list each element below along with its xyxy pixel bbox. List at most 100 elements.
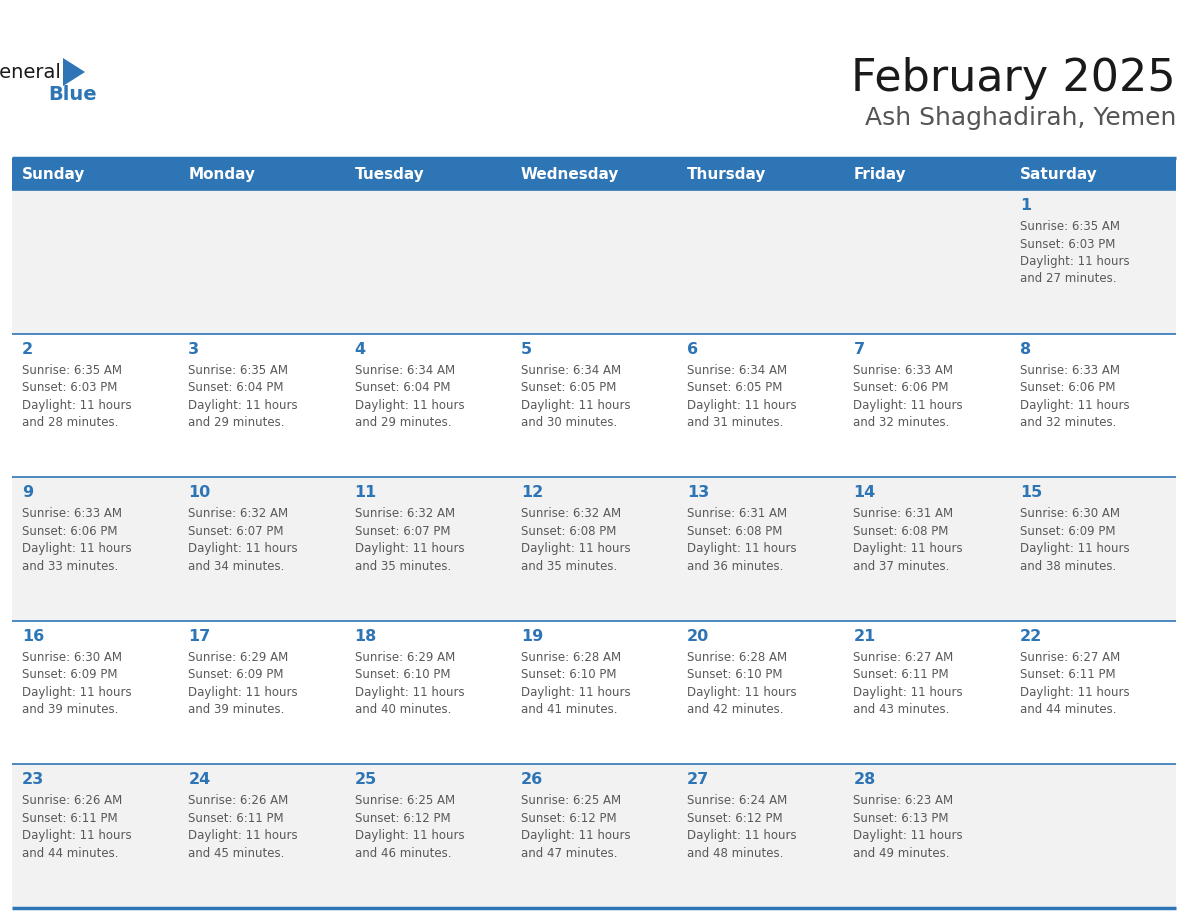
Text: and 31 minutes.: and 31 minutes. [687, 416, 784, 429]
Text: Sunrise: 6:34 AM: Sunrise: 6:34 AM [520, 364, 621, 376]
Text: Sunset: 6:10 PM: Sunset: 6:10 PM [354, 668, 450, 681]
Text: and 28 minutes.: and 28 minutes. [23, 416, 119, 429]
Text: Sunrise: 6:26 AM: Sunrise: 6:26 AM [188, 794, 289, 808]
Text: Sunset: 6:12 PM: Sunset: 6:12 PM [520, 812, 617, 825]
Text: 14: 14 [853, 486, 876, 500]
Text: and 41 minutes.: and 41 minutes. [520, 703, 618, 716]
Text: 1: 1 [1019, 198, 1031, 213]
Text: Sunrise: 6:33 AM: Sunrise: 6:33 AM [853, 364, 954, 376]
Text: Sunrise: 6:34 AM: Sunrise: 6:34 AM [687, 364, 788, 376]
Text: 10: 10 [188, 486, 210, 500]
Text: Sunrise: 6:25 AM: Sunrise: 6:25 AM [520, 794, 621, 808]
Text: Sunrise: 6:27 AM: Sunrise: 6:27 AM [853, 651, 954, 664]
Text: Daylight: 11 hours: Daylight: 11 hours [1019, 398, 1130, 411]
Text: Sunrise: 6:30 AM: Sunrise: 6:30 AM [23, 651, 122, 664]
Text: 8: 8 [1019, 341, 1031, 356]
Text: Daylight: 11 hours: Daylight: 11 hours [354, 543, 465, 555]
Text: and 48 minutes.: and 48 minutes. [687, 847, 784, 860]
Text: Sunset: 6:07 PM: Sunset: 6:07 PM [188, 525, 284, 538]
Text: Sunset: 6:06 PM: Sunset: 6:06 PM [853, 381, 949, 394]
Text: 20: 20 [687, 629, 709, 644]
Text: and 32 minutes.: and 32 minutes. [853, 416, 949, 429]
Text: Sunset: 6:05 PM: Sunset: 6:05 PM [520, 381, 617, 394]
Text: and 37 minutes.: and 37 minutes. [853, 560, 949, 573]
Text: Daylight: 11 hours: Daylight: 11 hours [853, 543, 963, 555]
Text: Sunset: 6:12 PM: Sunset: 6:12 PM [687, 812, 783, 825]
Text: Sunset: 6:03 PM: Sunset: 6:03 PM [1019, 238, 1116, 251]
Text: Sunset: 6:08 PM: Sunset: 6:08 PM [853, 525, 949, 538]
Text: Sunrise: 6:33 AM: Sunrise: 6:33 AM [23, 508, 122, 521]
Text: and 29 minutes.: and 29 minutes. [188, 416, 285, 429]
Text: Sunset: 6:09 PM: Sunset: 6:09 PM [188, 668, 284, 681]
Text: and 35 minutes.: and 35 minutes. [354, 560, 450, 573]
Text: Daylight: 11 hours: Daylight: 11 hours [23, 543, 132, 555]
Text: 2: 2 [23, 341, 33, 356]
Text: 26: 26 [520, 772, 543, 788]
Text: and 38 minutes.: and 38 minutes. [1019, 560, 1116, 573]
Text: 25: 25 [354, 772, 377, 788]
Text: Sunset: 6:11 PM: Sunset: 6:11 PM [1019, 668, 1116, 681]
Text: Sunrise: 6:33 AM: Sunrise: 6:33 AM [1019, 364, 1120, 376]
Text: and 47 minutes.: and 47 minutes. [520, 847, 618, 860]
Text: and 32 minutes.: and 32 minutes. [1019, 416, 1116, 429]
Text: and 39 minutes.: and 39 minutes. [188, 703, 285, 716]
Text: and 29 minutes.: and 29 minutes. [354, 416, 451, 429]
Text: Sunrise: 6:35 AM: Sunrise: 6:35 AM [188, 364, 289, 376]
Text: General: General [0, 62, 62, 82]
Text: Blue: Blue [49, 85, 97, 105]
Text: 19: 19 [520, 629, 543, 644]
Text: Sunrise: 6:28 AM: Sunrise: 6:28 AM [520, 651, 621, 664]
Text: 17: 17 [188, 629, 210, 644]
Text: 11: 11 [354, 486, 377, 500]
Text: Daylight: 11 hours: Daylight: 11 hours [23, 829, 132, 843]
Text: and 30 minutes.: and 30 minutes. [520, 416, 617, 429]
Text: Sunrise: 6:29 AM: Sunrise: 6:29 AM [354, 651, 455, 664]
Text: 22: 22 [1019, 629, 1042, 644]
Text: Sunrise: 6:35 AM: Sunrise: 6:35 AM [1019, 220, 1120, 233]
Text: Sunrise: 6:26 AM: Sunrise: 6:26 AM [23, 794, 122, 808]
Text: Daylight: 11 hours: Daylight: 11 hours [520, 398, 631, 411]
Text: Sunset: 6:11 PM: Sunset: 6:11 PM [853, 668, 949, 681]
Text: Daylight: 11 hours: Daylight: 11 hours [354, 398, 465, 411]
Text: Daylight: 11 hours: Daylight: 11 hours [687, 829, 797, 843]
Text: and 45 minutes.: and 45 minutes. [188, 847, 285, 860]
Bar [12, 477, 1176, 621]
Bar [12, 765, 1176, 908]
Text: and 44 minutes.: and 44 minutes. [23, 847, 119, 860]
Text: Daylight: 11 hours: Daylight: 11 hours [354, 686, 465, 699]
Text: Sunrise: 6:32 AM: Sunrise: 6:32 AM [354, 508, 455, 521]
Text: 16: 16 [23, 629, 44, 644]
Text: 7: 7 [853, 341, 865, 356]
Text: 18: 18 [354, 629, 377, 644]
Text: 21: 21 [853, 629, 876, 644]
Bar [12, 190, 1176, 333]
Text: Sunset: 6:10 PM: Sunset: 6:10 PM [687, 668, 783, 681]
Text: 6: 6 [687, 341, 699, 356]
Text: Sunset: 6:12 PM: Sunset: 6:12 PM [354, 812, 450, 825]
Text: 3: 3 [188, 341, 200, 356]
Text: Sunrise: 6:30 AM: Sunrise: 6:30 AM [1019, 508, 1120, 521]
Text: Sunset: 6:07 PM: Sunset: 6:07 PM [354, 525, 450, 538]
Text: Ash Shaghadirah, Yemen: Ash Shaghadirah, Yemen [865, 106, 1176, 130]
Text: Sunrise: 6:35 AM: Sunrise: 6:35 AM [23, 364, 122, 376]
Bar [12, 621, 1176, 765]
Text: and 36 minutes.: and 36 minutes. [687, 560, 784, 573]
Text: Sunrise: 6:25 AM: Sunrise: 6:25 AM [354, 794, 455, 808]
Text: 12: 12 [520, 486, 543, 500]
Text: 15: 15 [1019, 486, 1042, 500]
Text: Sunset: 6:11 PM: Sunset: 6:11 PM [23, 812, 118, 825]
Text: Sunrise: 6:31 AM: Sunrise: 6:31 AM [853, 508, 954, 521]
Text: and 40 minutes.: and 40 minutes. [354, 703, 451, 716]
Text: Sunset: 6:10 PM: Sunset: 6:10 PM [520, 668, 617, 681]
Text: 27: 27 [687, 772, 709, 788]
Text: 13: 13 [687, 486, 709, 500]
Text: Sunset: 6:06 PM: Sunset: 6:06 PM [1019, 381, 1116, 394]
Text: Sunrise: 6:32 AM: Sunrise: 6:32 AM [188, 508, 289, 521]
Text: Sunset: 6:13 PM: Sunset: 6:13 PM [853, 812, 949, 825]
Text: Daylight: 11 hours: Daylight: 11 hours [520, 829, 631, 843]
Text: 5: 5 [520, 341, 532, 356]
Text: 9: 9 [23, 486, 33, 500]
Text: and 42 minutes.: and 42 minutes. [687, 703, 784, 716]
Text: Daylight: 11 hours: Daylight: 11 hours [1019, 543, 1130, 555]
Bar [12, 158, 1176, 190]
